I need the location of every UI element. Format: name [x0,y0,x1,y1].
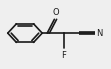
Text: N: N [96,29,102,38]
Text: O: O [52,8,59,17]
Text: F: F [61,51,66,60]
